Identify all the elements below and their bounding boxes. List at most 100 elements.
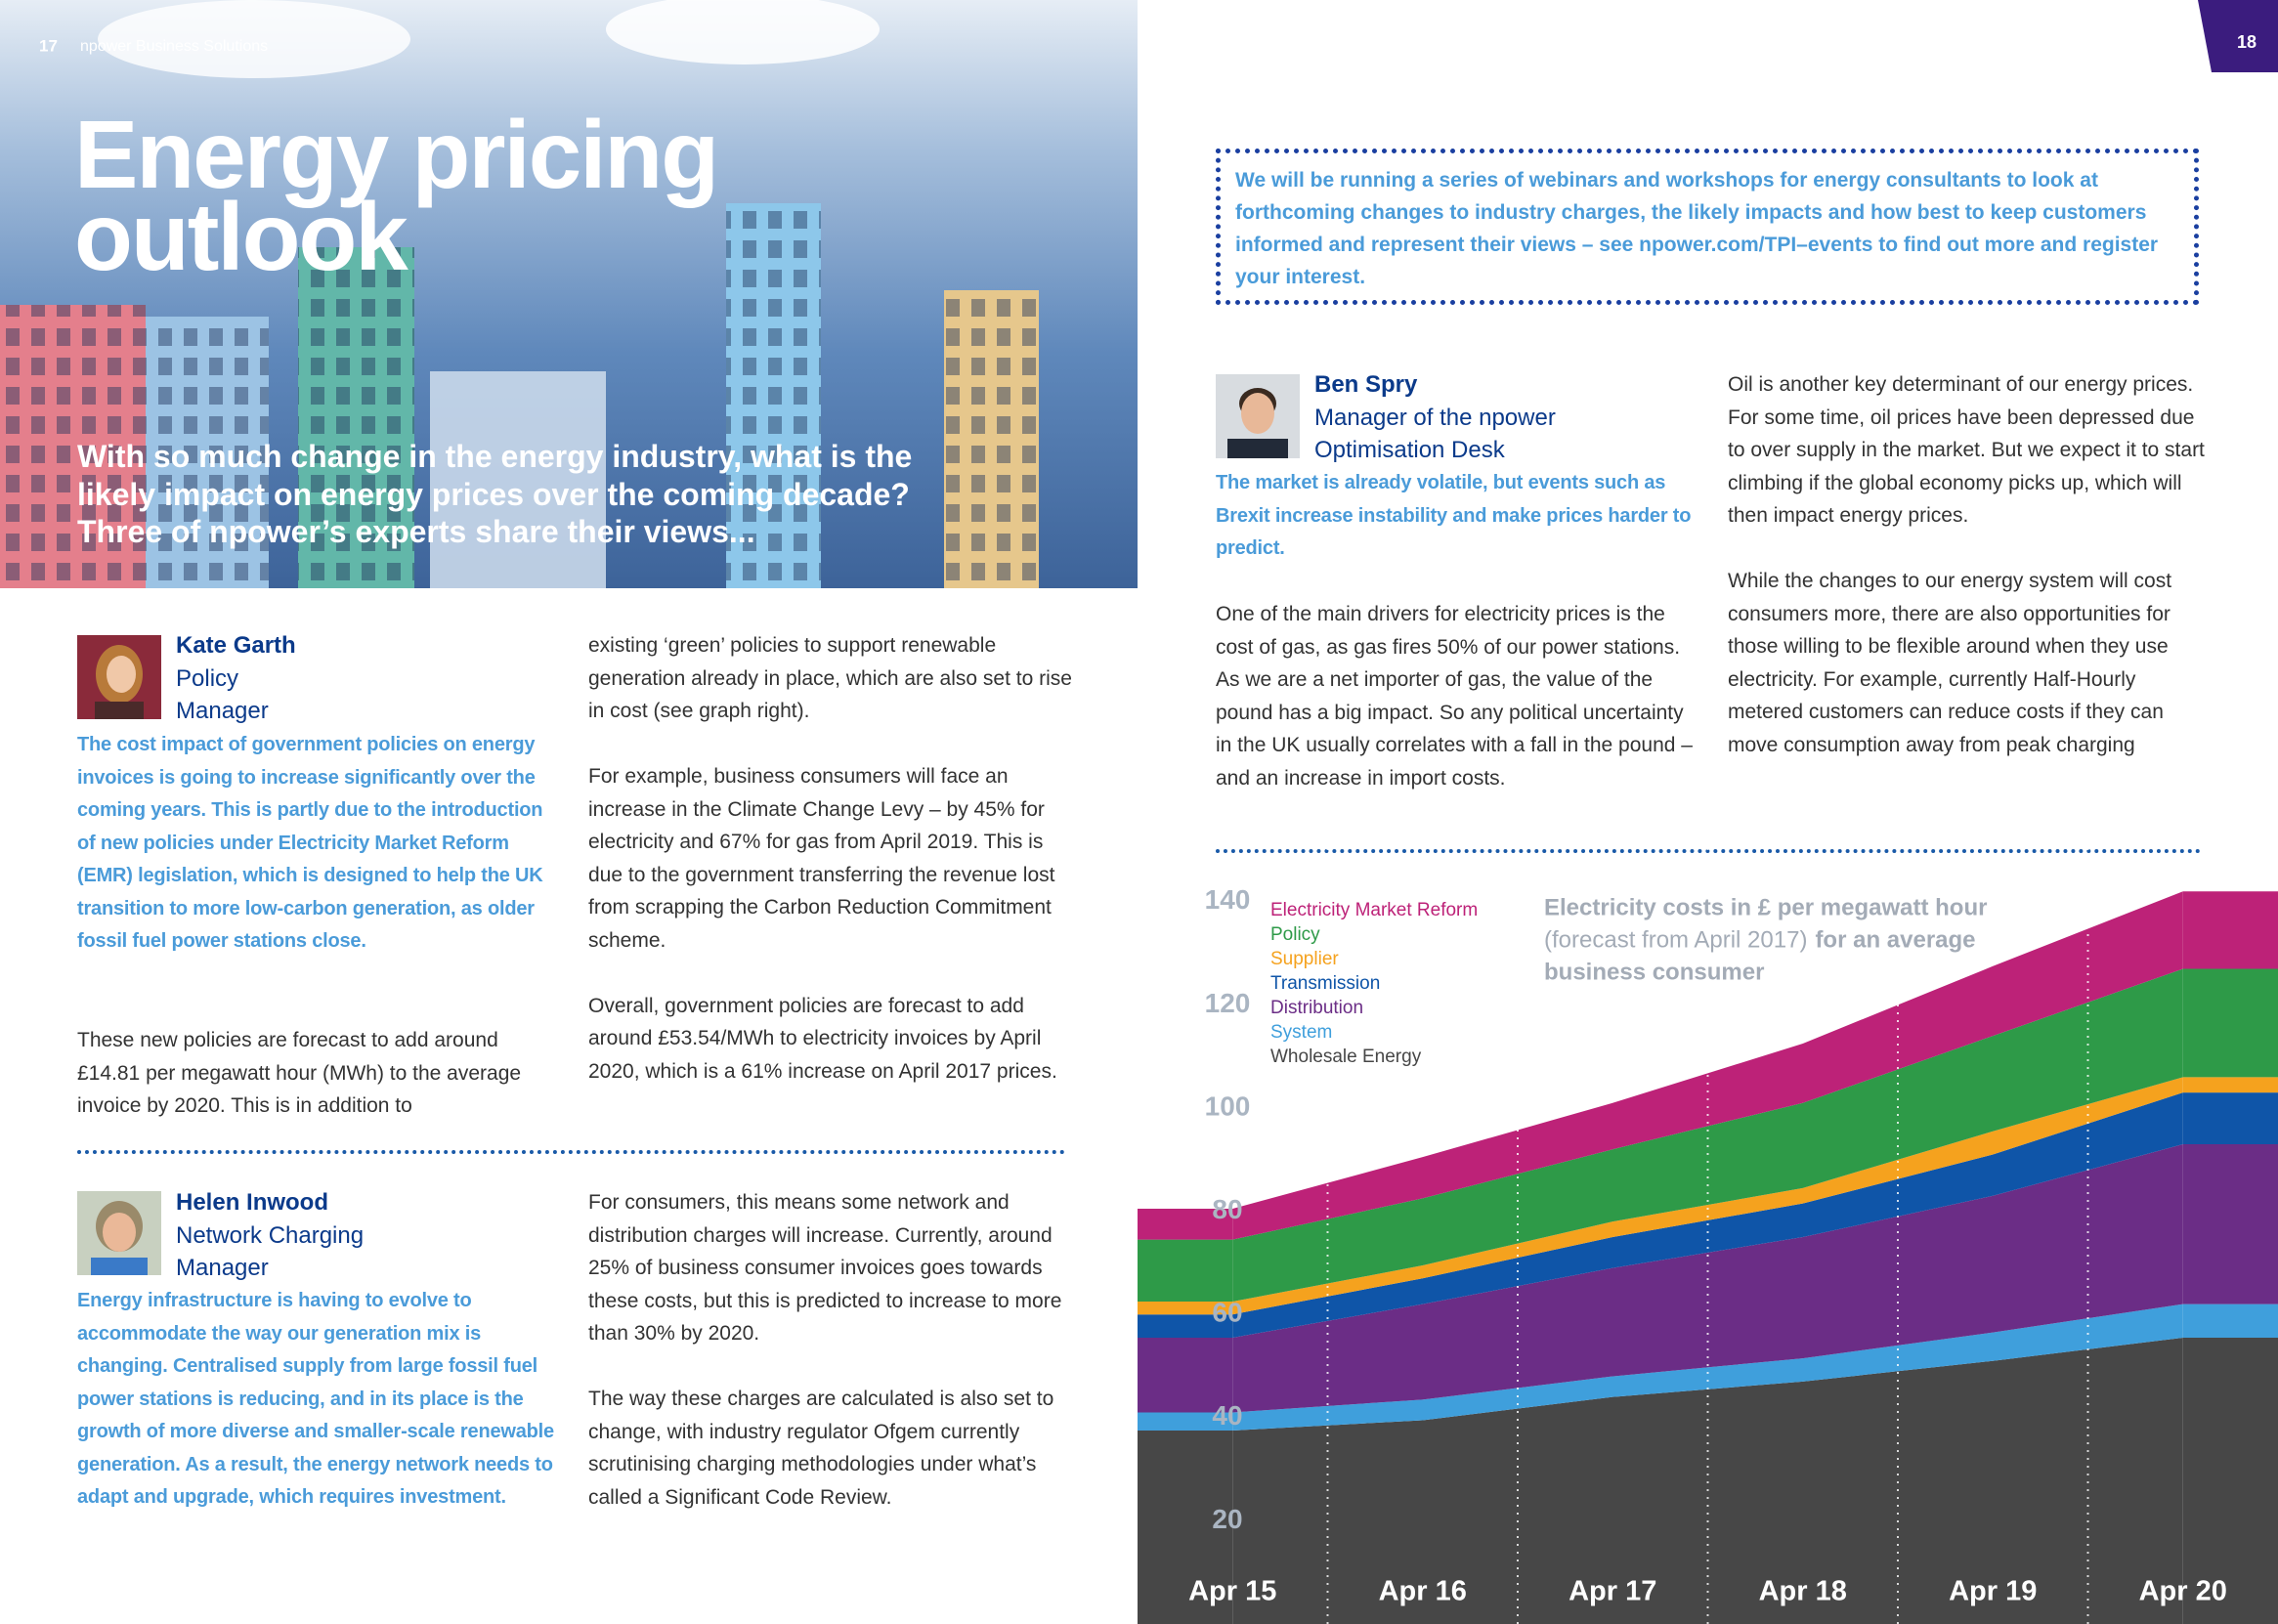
callout-box — [1216, 149, 2199, 305]
area — [1232, 1092, 2183, 1338]
paragraph: For consumers, this means some network a… — [588, 1191, 1062, 1345]
photo — [1216, 374, 1300, 458]
building-windows — [726, 203, 821, 588]
y-tick-label: 140 — [1205, 884, 1251, 915]
building-windows — [0, 305, 146, 588]
x-tick-label: Apr 18 — [1759, 1576, 1847, 1607]
body-column: Oil is another key determinant of our en… — [1728, 368, 2216, 794]
area — [1232, 968, 2183, 1302]
expert-role: Manager — [176, 698, 269, 724]
y-tick-label: 40 — [1212, 1400, 1242, 1431]
paragraph: These new policies are forecast to add a… — [77, 1029, 522, 1117]
chart-subtitle: (forecast from April 2017) — [1544, 926, 1807, 953]
building-windows — [944, 290, 1039, 588]
paragraph: For example, business consumers will fac… — [588, 765, 1055, 952]
chart-title: for an average — [1815, 926, 1975, 953]
photo-body — [91, 1258, 148, 1275]
buildings — [0, 203, 1039, 588]
area-edge — [1138, 1302, 1233, 1315]
title-line: Energy pricing — [74, 101, 717, 208]
chart: 20 40 60 80 100 120 140 Apr 15 Apr 16 Apr 17 Apr 1… — [1138, 840, 2278, 1624]
area — [1232, 1303, 2183, 1431]
paragraph: While the changes to our energy system w… — [1728, 570, 2172, 756]
area-edge — [2182, 1143, 2278, 1304]
separator — [1216, 849, 2201, 853]
x-tick-label: Apr 17 — [1569, 1576, 1656, 1607]
area-edge — [2182, 1092, 2278, 1144]
callout-text: We will be running a series of webinars … — [1235, 169, 2159, 288]
y-tick-label: 120 — [1205, 988, 1251, 1018]
silhouette — [430, 371, 606, 588]
area — [1232, 1337, 2183, 1624]
expert-role: Manager of the npower — [1314, 405, 1556, 431]
photo — [77, 635, 161, 719]
area-edge — [1138, 1239, 1233, 1302]
page-number: 17 — [39, 36, 58, 55]
legend-entry: Policy — [1270, 924, 1320, 945]
body-column: For consumers, this means some network a… — [588, 1186, 1077, 1547]
area — [1232, 1077, 2183, 1315]
photo-face — [103, 1213, 136, 1252]
x-tick-label: Apr 19 — [1949, 1576, 2037, 1607]
body-column: existing ‘green’ policies to support ren… — [588, 629, 1077, 1121]
legend-entry: Supplier — [1270, 949, 1339, 969]
photo — [77, 1191, 161, 1275]
expert-name: Kate Garth — [176, 632, 296, 659]
paragraph: One of the main drivers for electricity … — [1216, 603, 1693, 790]
area-edge — [1138, 1337, 1233, 1413]
body-column: One of the main drivers for electricity … — [1216, 598, 1695, 828]
legend-entry: System — [1270, 1022, 1332, 1043]
separator — [77, 1150, 1065, 1154]
area-edge — [2182, 968, 2278, 1078]
hero-image: 17 npower Business Solutions Energy pric… — [0, 0, 1138, 588]
paragraph: Overall, government policies are forecas… — [588, 994, 1057, 1083]
legend-entry: Distribution — [1270, 998, 1363, 1018]
chart-title: business consumer — [1544, 959, 1764, 985]
y-tick-label: 60 — [1212, 1298, 1242, 1328]
area — [1232, 891, 2183, 1240]
area-edge — [2182, 1303, 2278, 1338]
y-tick-label: 80 — [1212, 1194, 1242, 1224]
paragraph: Oil is another key determinant of our en… — [1728, 373, 2205, 527]
lead-text: The market is already volatile, but even… — [1216, 472, 1692, 559]
chart-title: Electricity costs in £ per megawatt hour — [1544, 894, 1987, 920]
building-windows — [298, 247, 414, 588]
page-tab: 18 — [2198, 0, 2278, 72]
title-line: outlook — [74, 183, 408, 290]
page-number: 18 — [2237, 32, 2257, 52]
expert-name: Ben Spry — [1314, 371, 1418, 398]
y-tick-label: 100 — [1205, 1090, 1251, 1121]
area-edge — [2182, 1077, 2278, 1093]
x-tick-label: Apr 16 — [1379, 1576, 1467, 1607]
expert-role: Optimisation Desk — [1314, 437, 1505, 463]
publication-name: npower Business Solutions — [80, 38, 268, 55]
area-edge — [1138, 1412, 1233, 1431]
legend-entry: Wholesale Energy — [1270, 1047, 1422, 1067]
expert-name: Helen Inwood — [176, 1189, 328, 1216]
area-edge — [2182, 891, 2278, 969]
paragraph: The way these charges are calculated is … — [588, 1388, 1054, 1509]
expert-role: Manager — [176, 1255, 269, 1281]
lead-text: Energy infrastructure is having to evolv… — [77, 1290, 554, 1508]
tab-shape — [2198, 0, 2278, 72]
area-edge — [1138, 1208, 1233, 1240]
x-tick-label: Apr 20 — [2139, 1576, 2227, 1607]
cloud — [606, 0, 880, 64]
photo-face — [107, 656, 136, 693]
expert-role: Policy — [176, 665, 239, 692]
area-edge — [2182, 1337, 2278, 1624]
photo-face — [1241, 393, 1274, 434]
lead-text: The cost impact of government policies o… — [77, 734, 543, 952]
area-edge — [1138, 1431, 1233, 1624]
legend-entry: Transmission — [1270, 973, 1380, 994]
expert-role: Network Charging — [176, 1222, 365, 1249]
x-tick-label: Apr 15 — [1188, 1576, 1276, 1607]
photo-body — [95, 702, 144, 719]
building-windows — [146, 317, 269, 588]
area-edge — [1138, 1314, 1233, 1338]
intro: With so much change in the energy indust… — [77, 439, 913, 550]
cloud — [98, 0, 410, 78]
paragraph: existing ‘green’ policies to support ren… — [588, 634, 1072, 722]
legend-entry: Electricity Market Reform — [1270, 900, 1478, 920]
